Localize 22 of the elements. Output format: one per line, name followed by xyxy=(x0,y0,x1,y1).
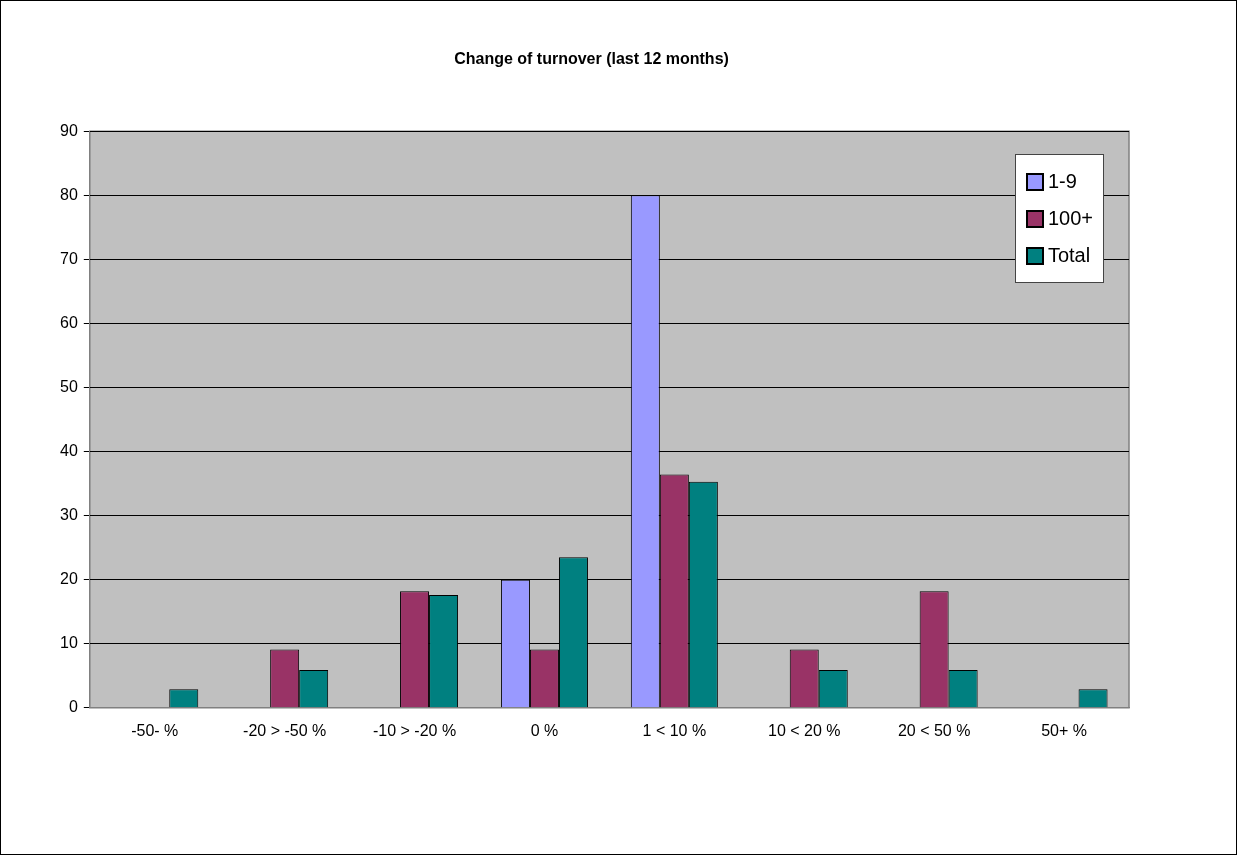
y-tick-label: 50 xyxy=(60,377,78,395)
legend-label: 100+ xyxy=(1047,207,1093,231)
y-tick-label: 0 xyxy=(68,698,78,716)
y-tick-label: 70 xyxy=(60,249,78,267)
y-tick-label: 90 xyxy=(60,121,78,139)
chart-title: Change of turnover (last 12 months) xyxy=(454,50,729,68)
x-tick-label: 1 < 10 % xyxy=(642,721,707,739)
y-tick-label: 30 xyxy=(60,506,78,524)
legend-label: Total xyxy=(1047,244,1091,268)
y-tick-label: 10 xyxy=(60,634,78,652)
x-tick-label: 10 < 20 % xyxy=(768,721,841,739)
x-tick-label: 0 % xyxy=(530,721,559,739)
y-tick-label: 40 xyxy=(60,441,78,459)
x-tick-label: 20 < 50 % xyxy=(897,721,971,739)
x-tick-label: 50+ % xyxy=(1041,721,1087,739)
x-tick-label: -20 > -50 % xyxy=(243,721,327,739)
y-tick-label: 80 xyxy=(60,185,78,203)
y-tick-label: 60 xyxy=(60,313,78,331)
y-tick-label: 20 xyxy=(60,570,78,588)
x-tick-label: -10 > -20 % xyxy=(372,721,457,739)
legend-label: 1-9 xyxy=(1047,170,1077,194)
x-tick-label: -50- % xyxy=(131,721,179,739)
